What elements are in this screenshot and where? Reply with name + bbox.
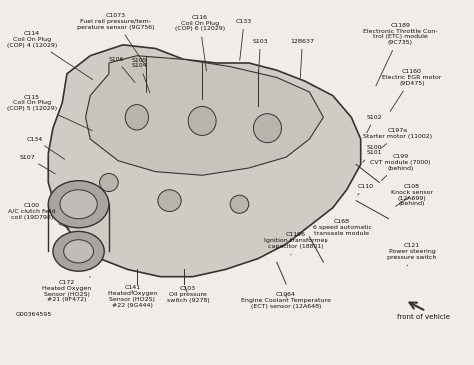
PathPatch shape [48, 45, 361, 277]
Text: C1189
Electronic Throttle Con-
trol (ETC) module
(9C735): C1189 Electronic Throttle Con- trol (ETC… [363, 23, 438, 86]
Text: S107: S107 [19, 155, 55, 174]
Text: C134: C134 [26, 137, 64, 159]
Text: C114
Coil On Plug
(COP) 4 (12029): C114 Coil On Plug (COP) 4 (12029) [7, 31, 92, 80]
Circle shape [53, 231, 104, 271]
Text: S103: S103 [253, 39, 268, 78]
Ellipse shape [188, 107, 216, 135]
Text: C121
Power steering
pressure switch: C121 Power steering pressure switch [387, 243, 437, 266]
Text: C1160
Electric EGR motor
(9D475): C1160 Electric EGR motor (9D475) [383, 69, 442, 111]
Text: S105
S104: S105 S104 [131, 58, 150, 93]
Text: C110: C110 [357, 184, 374, 195]
Circle shape [60, 190, 97, 219]
Text: front of vehicle: front of vehicle [397, 314, 450, 319]
Text: C1064
Engine Coolant Temperature
(ECT) sensor (12A648): C1064 Engine Coolant Temperature (ECT) s… [241, 292, 331, 308]
Ellipse shape [125, 105, 148, 130]
Text: G00364595: G00364595 [16, 312, 52, 317]
Text: C100
A/C clutch field
coil (19D798): C100 A/C clutch field coil (19D798) [8, 203, 69, 228]
Ellipse shape [230, 195, 249, 213]
Text: S106: S106 [108, 57, 135, 82]
Text: C115
Coil On Plug
(COP) 5 (12029): C115 Coil On Plug (COP) 5 (12029) [7, 95, 92, 131]
PathPatch shape [86, 56, 323, 175]
Text: 12B637: 12B637 [291, 39, 314, 78]
Text: C116
Coil On Plug
(COP) 6 (12029): C116 Coil On Plug (COP) 6 (12029) [175, 15, 225, 71]
Text: C103
Oil pressure
switch (9278): C103 Oil pressure switch (9278) [167, 287, 210, 303]
Text: C133: C133 [236, 19, 252, 60]
Text: C168
6 speed automatic
transaxle module: C168 6 speed automatic transaxle module [313, 219, 372, 242]
Ellipse shape [158, 190, 181, 211]
Circle shape [64, 240, 93, 263]
Text: C108
Knock sensor
(12A699)
(behind): C108 Knock sensor (12A699) (behind) [391, 184, 433, 206]
Text: C197a
Starter motor (11002): C197a Starter motor (11002) [364, 128, 433, 148]
Circle shape [48, 181, 109, 228]
Text: C172
Heated Oxygen
Sensor (HO2S)
#21 (9F472): C172 Heated Oxygen Sensor (HO2S) #21 (9F… [42, 277, 91, 302]
Text: S100
S101: S100 S101 [363, 145, 383, 162]
Text: S102: S102 [366, 115, 383, 133]
Ellipse shape [254, 114, 282, 143]
Text: C1196
Ignition transformer
capacitor (18801): C1196 Ignition transformer capacitor (18… [264, 232, 327, 255]
Ellipse shape [100, 173, 118, 192]
Text: C1073
Fuel rail pressure/tem-
perature sensor (9G756): C1073 Fuel rail pressure/tem- perature s… [77, 13, 155, 64]
Text: C199
CVT module (7000)
(behind): C199 CVT module (7000) (behind) [370, 154, 430, 181]
Text: C141
Heated Oxygen
Sensor (HO2S)
#22 (9G444): C141 Heated Oxygen Sensor (HO2S) #22 (9G… [108, 285, 157, 308]
